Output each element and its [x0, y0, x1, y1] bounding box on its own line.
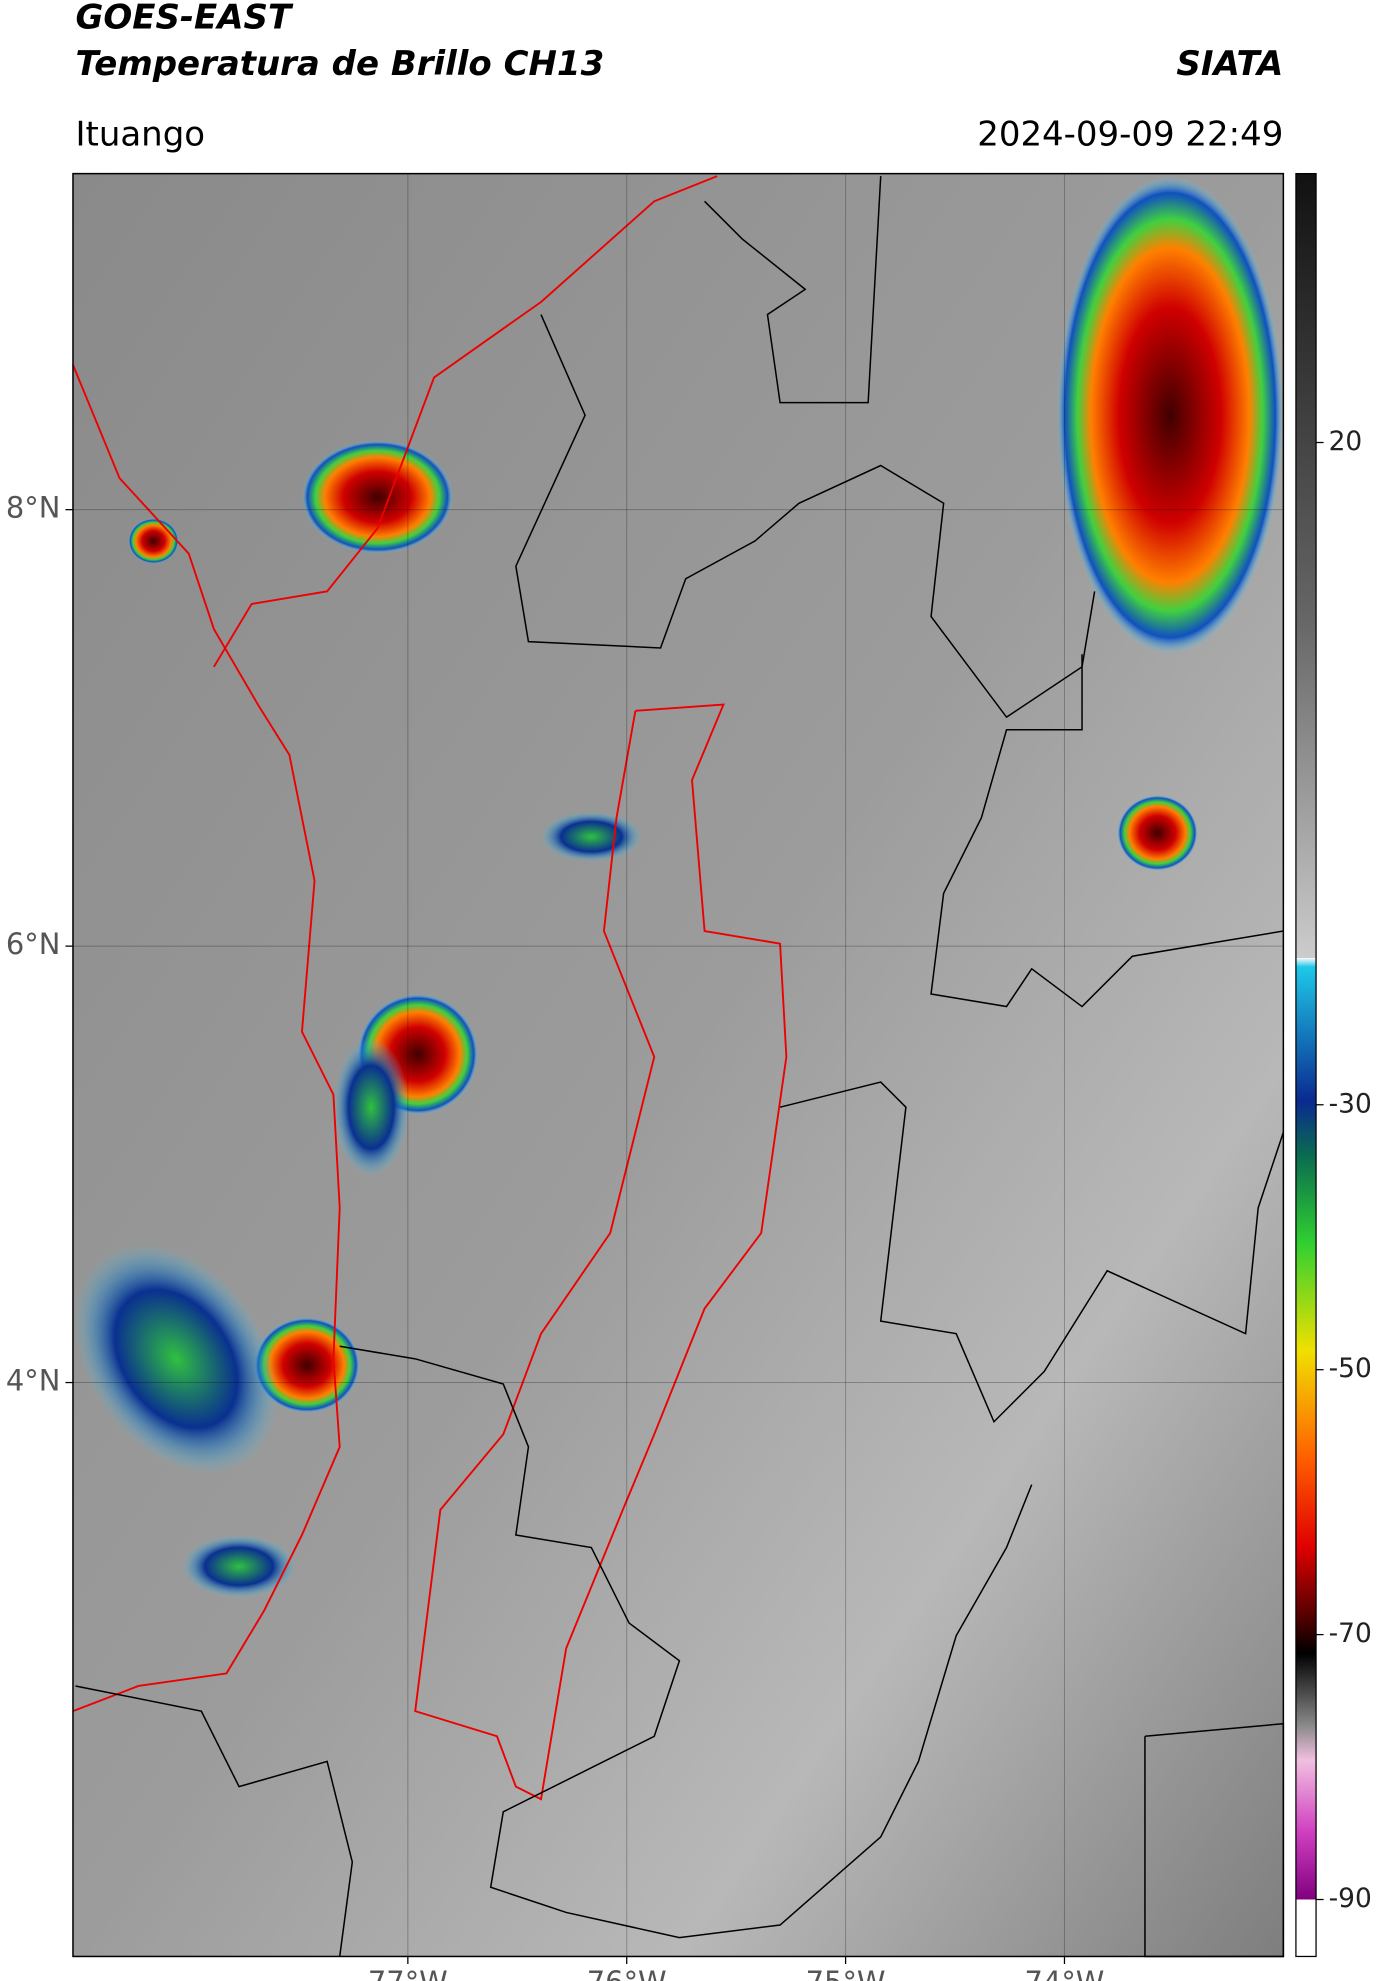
cold-cloud	[333, 1037, 409, 1177]
coastline	[72, 364, 341, 1713]
cold-cloud	[182, 1534, 296, 1598]
institution: SIATA	[1176, 44, 1283, 84]
product-title: Temperatura de Brillo CH13	[75, 44, 604, 84]
lat-label: 4°N	[6, 1364, 61, 1398]
storm-cloud	[1117, 795, 1198, 871]
map	[72, 172, 1285, 1958]
map-frame	[72, 172, 1285, 1958]
storm-cloud	[1056, 176, 1284, 655]
cold-cloud	[74, 1244, 279, 1474]
department-border	[704, 176, 882, 404]
colorbar-label: -30	[1329, 1088, 1372, 1119]
lat-label: 6°N	[6, 927, 61, 961]
department-border	[414, 703, 788, 1801]
department-border	[339, 1345, 1033, 1939]
storm-cloud	[128, 518, 179, 564]
lon-label: 74°W	[1025, 1965, 1105, 1981]
region: Ituango	[75, 114, 205, 154]
colorbar-label: -90	[1329, 1883, 1372, 1914]
lon-label: 77°W	[368, 1965, 448, 1981]
department-border	[930, 654, 1284, 1008]
storm-cloud	[301, 440, 453, 554]
lat-label: 8°N	[6, 491, 61, 525]
lon-label: 76°W	[587, 1965, 667, 1981]
colorbar	[1295, 172, 1317, 1958]
satellite-title: GOES-EAST	[75, 0, 293, 37]
border	[213, 175, 718, 668]
department-border	[515, 314, 1096, 719]
colorbar-label: -50	[1329, 1353, 1372, 1384]
lon-label: 75°W	[806, 1965, 886, 1981]
department-border	[75, 1685, 354, 1957]
department-border	[779, 1081, 1285, 1424]
timestamp: 2024-09-09 22:49	[977, 114, 1283, 154]
colorbar-label: -70	[1329, 1618, 1372, 1649]
colorbar-label: 20	[1329, 426, 1363, 457]
